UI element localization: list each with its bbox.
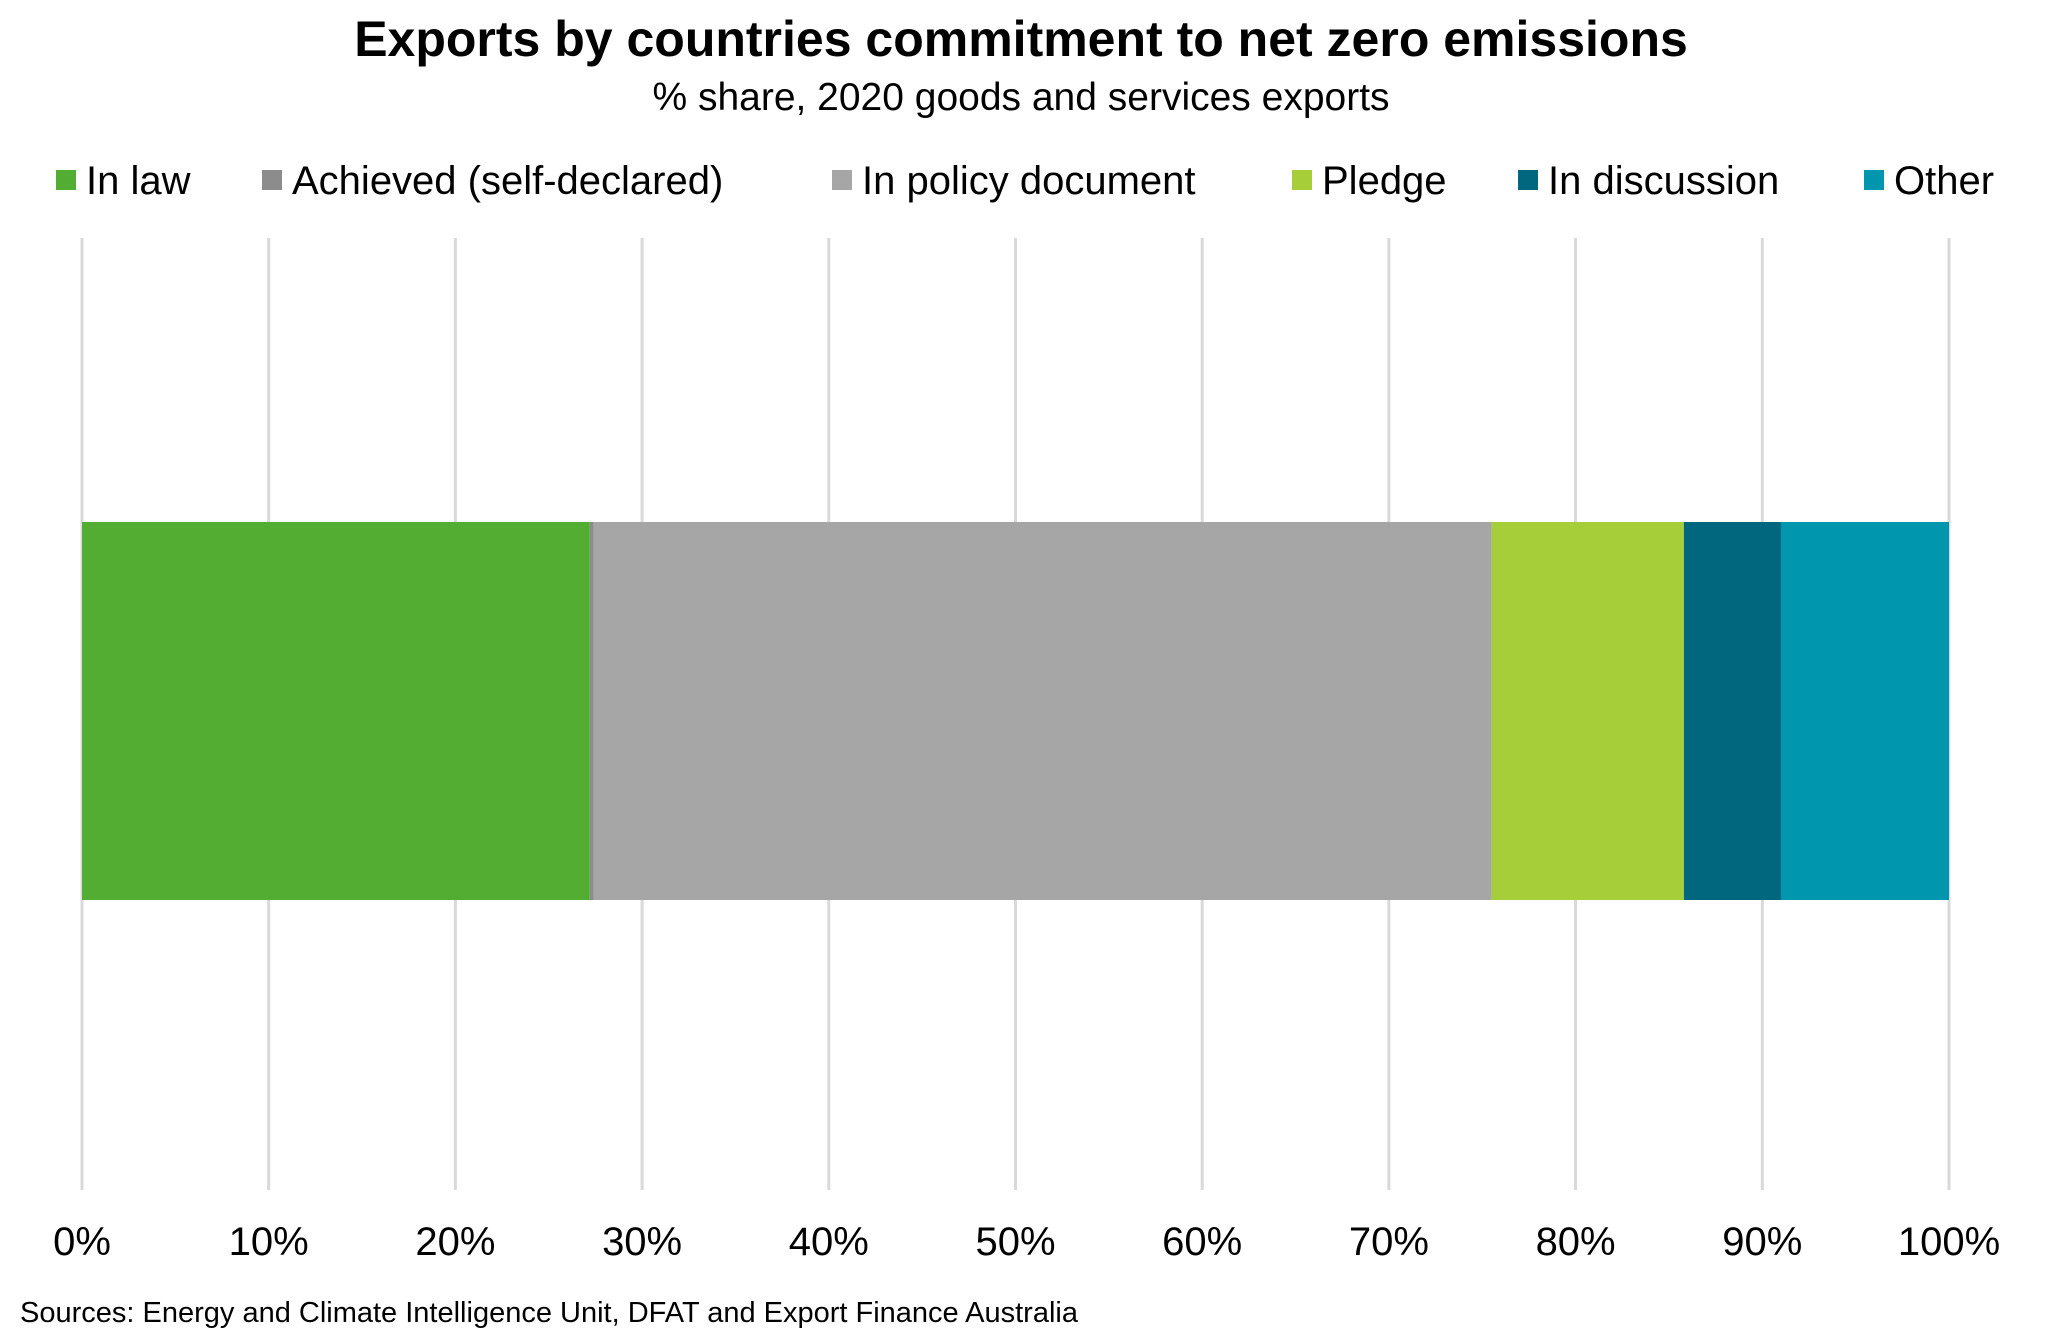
legend-swatch	[832, 170, 852, 190]
legend-swatch	[1292, 170, 1312, 190]
legend: In law Achieved (self-declared) In policy …	[56, 159, 1994, 203]
legend-swatch	[1518, 170, 1538, 190]
bar-segment	[1780, 522, 1949, 900]
x-tick-label: 90%	[1722, 1220, 1802, 1264]
bar-segment	[1683, 522, 1781, 900]
bar-segment	[82, 522, 590, 900]
x-tick-label: 100%	[1898, 1220, 2000, 1264]
legend-swatch	[262, 170, 282, 190]
bar-segments	[82, 522, 1949, 900]
x-tick-label: 20%	[415, 1220, 495, 1264]
x-tick-label: 0%	[53, 1220, 111, 1264]
chart-subtitle: % share, 2020 goods and services exports	[652, 76, 1389, 119]
legend-swatch	[56, 170, 76, 190]
legend-item: In law	[56, 159, 191, 203]
x-tick-label: 40%	[789, 1220, 869, 1264]
x-tick-label: 50%	[975, 1220, 1055, 1264]
legend-swatch	[1864, 170, 1884, 190]
legend-label: Other	[1894, 159, 1994, 203]
chart-title: Exports by countries commitment to net z…	[354, 11, 1688, 67]
bar-segment	[1491, 522, 1684, 900]
source-note: Sources: Energy and Climate Intelligence…	[20, 1297, 1079, 1329]
legend-label: In policy document	[862, 159, 1196, 203]
legend-label: Achieved (self-declared)	[292, 159, 723, 203]
legend-item: Other	[1864, 159, 1994, 203]
bar-segment	[593, 522, 1492, 900]
legend-item: Pledge	[1292, 159, 1447, 203]
bar-segment	[589, 522, 594, 900]
x-tick-label: 10%	[229, 1220, 309, 1264]
x-tick-label: 30%	[602, 1220, 682, 1264]
x-tick-label: 80%	[1536, 1220, 1616, 1264]
legend-label: In discussion	[1548, 159, 1779, 203]
legend-item: Achieved (self-declared)	[262, 159, 723, 203]
legend-item: In policy document	[832, 159, 1196, 203]
x-axis-ticks: 0% 10% 20% 30% 40% 50% 60% 70% 80% 90% 100%	[53, 1220, 2000, 1264]
x-tick-label: 60%	[1162, 1220, 1242, 1264]
x-tick-label: 70%	[1349, 1220, 1429, 1264]
legend-label: In law	[86, 159, 191, 203]
legend-label: Pledge	[1322, 159, 1447, 203]
legend-item: In discussion	[1518, 159, 1779, 203]
